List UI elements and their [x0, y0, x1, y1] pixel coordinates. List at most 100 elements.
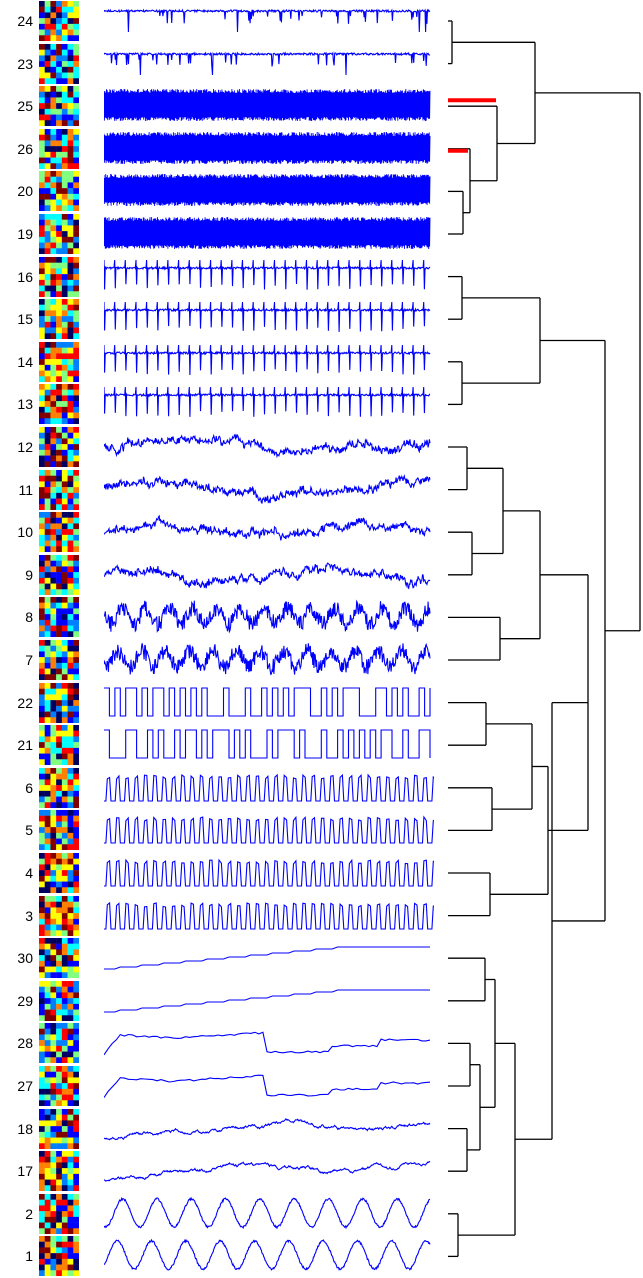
- heatmap-cell: [67, 1142, 74, 1149]
- heatmap-cell: [50, 1034, 57, 1041]
- heatmap-cell: [44, 694, 51, 700]
- heatmap-cell: [61, 986, 68, 993]
- heatmap-cell: [44, 1, 51, 7]
- heatmap-cell: [44, 705, 51, 712]
- heatmap-cell: [61, 943, 68, 950]
- heatmap-cell: [61, 1162, 68, 1169]
- heatmap-cell: [56, 376, 63, 382]
- heatmap-cell: [56, 475, 63, 482]
- heatmap-cell: [67, 1199, 74, 1206]
- heatmap-cell: [44, 1193, 51, 1200]
- heatmap-cell: [73, 347, 79, 354]
- heatmap-cell: [56, 273, 63, 280]
- heatmap-cell: [56, 997, 63, 1004]
- heatmap-cell: [61, 290, 68, 297]
- heatmap-cell: [61, 864, 68, 871]
- heatmap-cell: [39, 432, 45, 439]
- series-row: 11: [0, 469, 643, 512]
- heatmap-cell: [50, 1051, 57, 1058]
- series-row: 5: [0, 809, 643, 852]
- series-label: 17: [17, 1163, 33, 1180]
- series-heatmap: [39, 128, 79, 169]
- heatmap-cell: [67, 256, 74, 263]
- heatmap-cell: [44, 924, 51, 931]
- heatmap-cell: [61, 242, 68, 249]
- heatmap-cell: [44, 248, 51, 254]
- trace-line: [104, 687, 431, 717]
- heatmap-cell: [67, 1247, 74, 1254]
- heatmap-cell: [56, 912, 63, 919]
- heatmap-cell: [67, 657, 74, 664]
- heatmap-cell: [50, 268, 57, 274]
- heatmap-cell: [61, 384, 68, 391]
- series-heatmap: [39, 810, 79, 851]
- heatmap-cell: [73, 177, 79, 184]
- heatmap-cell: [73, 540, 79, 547]
- series-trace: [104, 556, 434, 596]
- heatmap-cell: [44, 1114, 51, 1121]
- heatmap-cell: [50, 512, 57, 519]
- heatmap-cell: [44, 1046, 51, 1053]
- heatmap-cell: [44, 1108, 51, 1115]
- heatmap-cell: [44, 43, 51, 50]
- heatmap-cell: [44, 341, 51, 348]
- heatmap-cell: [67, 875, 74, 882]
- heatmap-cell: [61, 535, 68, 541]
- heatmap-cell: [67, 469, 74, 476]
- heatmap-cell: [61, 407, 68, 414]
- heatmap-cell: [56, 833, 63, 840]
- series-row: 20: [0, 170, 643, 213]
- heatmap-cell: [39, 711, 45, 718]
- heatmap-cell: [73, 949, 79, 956]
- heatmap-cell: [39, 290, 45, 297]
- heatmap-cell: [67, 736, 74, 743]
- heatmap-cell: [61, 881, 68, 888]
- heatmap-cell: [39, 1, 45, 7]
- series-trace: [104, 982, 434, 1022]
- heatmap-cell: [67, 18, 74, 25]
- heatmap-cell: [56, 12, 63, 19]
- heatmap-cell: [44, 640, 51, 646]
- heatmap-cell: [44, 1009, 51, 1016]
- heatmap-cell: [44, 674, 51, 680]
- heatmap-cell: [73, 461, 79, 467]
- heatmap-cell: [67, 1193, 74, 1200]
- heatmap-cell: [56, 248, 63, 254]
- heatmap-cell: [56, 1242, 63, 1249]
- heatmap-cell: [61, 657, 68, 664]
- heatmap-cell: [61, 992, 68, 999]
- series-heatmap: [39, 554, 79, 595]
- heatmap-cell: [50, 1114, 57, 1121]
- heatmap-cell: [56, 657, 63, 664]
- heatmap-cell: [50, 1151, 57, 1158]
- heatmap-cell: [67, 1156, 74, 1163]
- heatmap-cell: [44, 699, 51, 706]
- heatmap-cell: [50, 802, 57, 808]
- series-heatmap: [39, 1151, 79, 1192]
- heatmap-cell: [61, 55, 68, 61]
- heatmap-cell: [50, 1242, 57, 1249]
- heatmap-cell: [39, 608, 45, 615]
- heatmap-cell: [50, 736, 57, 743]
- heatmap-cell: [61, 711, 68, 718]
- heatmap-cell: [50, 6, 57, 13]
- heatmap-cell: [61, 802, 68, 808]
- heatmap-cell: [56, 134, 63, 141]
- heatmap-cell: [73, 597, 79, 604]
- heatmap-cell: [39, 486, 45, 493]
- heatmap-cell: [67, 268, 74, 274]
- heatmap-cell: [73, 827, 79, 834]
- heatmap-cell: [44, 986, 51, 993]
- trace-line: [104, 433, 431, 459]
- heatmap-cell: [73, 1, 79, 7]
- heatmap-cell: [67, 1216, 74, 1223]
- heatmap-cell: [67, 918, 74, 925]
- heatmap-cell: [50, 1222, 57, 1229]
- heatmap-cell: [50, 796, 57, 803]
- heatmap-cell: [50, 1259, 57, 1266]
- heatmap-cell: [39, 571, 45, 578]
- heatmap-cell: [67, 370, 74, 377]
- series-label: 22: [17, 694, 33, 711]
- heatmap-cell: [73, 668, 79, 675]
